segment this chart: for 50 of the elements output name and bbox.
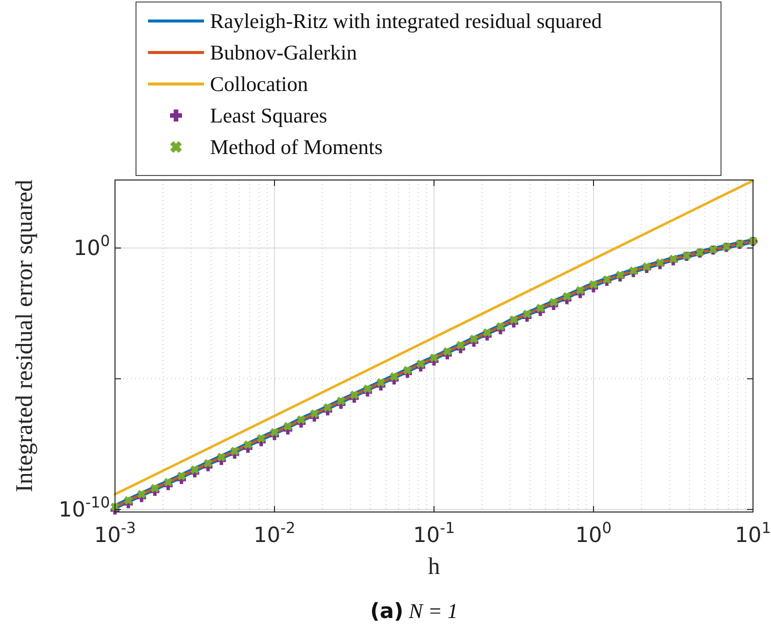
point: [390, 372, 399, 382]
x-tick-label: 10$^{-1}$: [413, 519, 455, 547]
point: [562, 292, 572, 301]
y-axis-title: Integrated residual error squared: [12, 180, 38, 492]
point: [323, 403, 332, 412]
point: [576, 286, 585, 295]
text: (a) N = 1: [370, 599, 458, 623]
point: [416, 360, 426, 368]
point: [522, 310, 532, 318]
point: [549, 298, 558, 307]
point: [150, 484, 160, 493]
point: [430, 353, 438, 362]
x-axis-title: h: [428, 554, 440, 580]
point: [403, 366, 412, 375]
point: [124, 496, 133, 505]
legend-label: Method of Moments: [210, 135, 383, 159]
point: [496, 322, 505, 331]
point: [536, 304, 545, 313]
x-tick-label: 10$^{-3}$: [94, 519, 136, 547]
point: [177, 472, 186, 480]
legend-label: Rayleigh-Ritz with integrated residual squared: [210, 9, 602, 33]
point: [216, 452, 226, 462]
point: [469, 334, 478, 344]
point: [376, 378, 386, 388]
x-tick-label: 10$^{-2}$: [254, 519, 296, 547]
legend-label: Least Squares: [210, 104, 328, 128]
point: [230, 446, 240, 456]
point: [310, 409, 319, 418]
point: [350, 390, 359, 400]
legend-label: Bubnov-Galerkin: [210, 40, 358, 64]
point: [270, 428, 279, 437]
point: [363, 384, 372, 394]
point: [190, 465, 200, 474]
point: [296, 415, 306, 424]
point: [244, 440, 252, 450]
point: [482, 328, 492, 338]
point: [256, 434, 266, 443]
point: [204, 458, 212, 468]
y-tick-label: 10$^{-10}$: [58, 493, 110, 522]
point: [164, 478, 173, 487]
legend-label: Collocation: [210, 72, 308, 96]
point: [509, 315, 518, 324]
x-tick-label: 10$^{1}$: [734, 519, 771, 547]
point: [283, 422, 292, 431]
point: [589, 280, 598, 289]
x-tick-label: 10$^{0}$: [575, 519, 612, 547]
point: [336, 396, 346, 406]
point: [456, 340, 465, 350]
point: [137, 490, 146, 499]
point: [442, 347, 452, 356]
